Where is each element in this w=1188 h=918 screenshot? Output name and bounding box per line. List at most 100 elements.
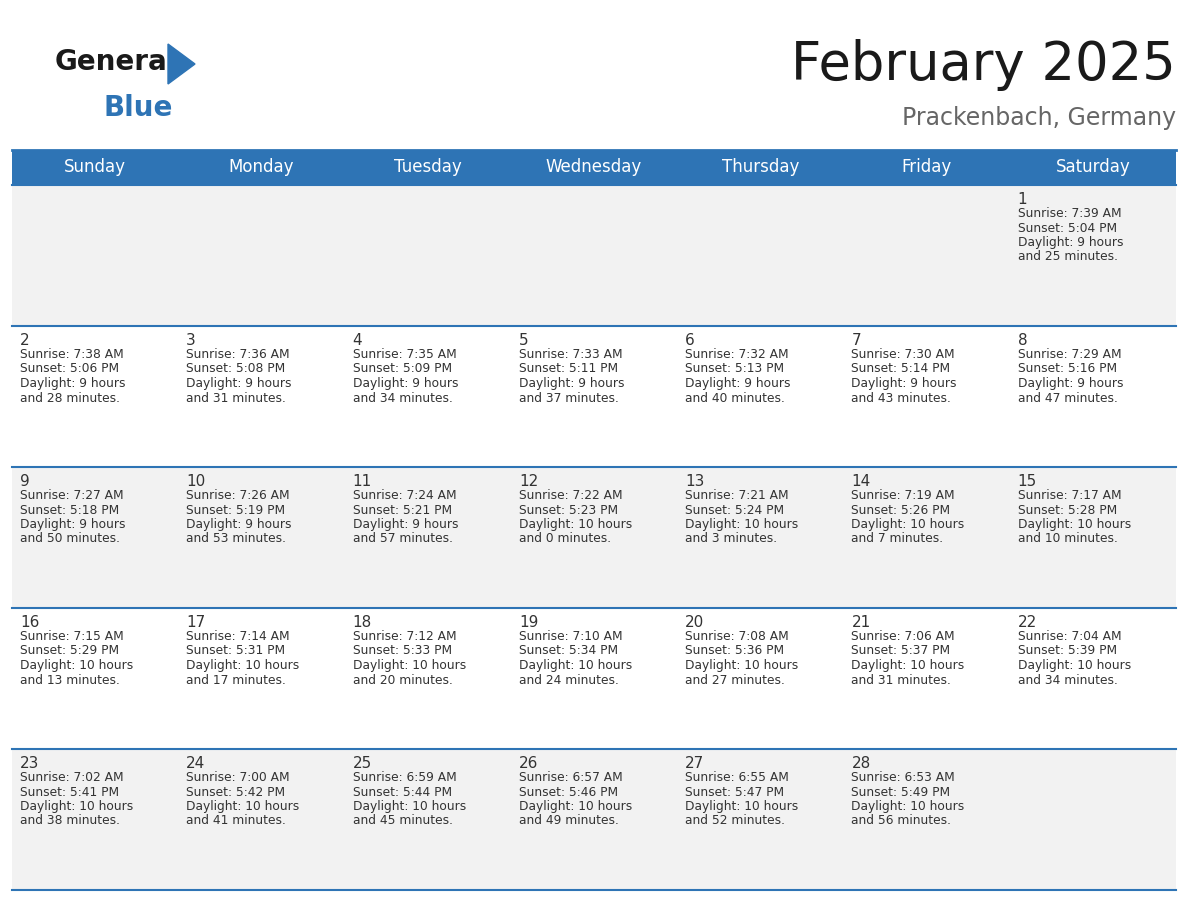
- Text: Daylight: 10 hours: Daylight: 10 hours: [852, 659, 965, 672]
- Text: Sunset: 5:26 PM: Sunset: 5:26 PM: [852, 503, 950, 517]
- Text: and 41 minutes.: and 41 minutes.: [187, 814, 286, 827]
- Text: 25: 25: [353, 756, 372, 771]
- Bar: [1010, 749, 1176, 890]
- Bar: [677, 185, 843, 326]
- Text: Sunrise: 6:53 AM: Sunrise: 6:53 AM: [852, 771, 955, 784]
- Bar: [843, 608, 1010, 749]
- Text: Sunday: Sunday: [64, 159, 126, 176]
- Text: Sunrise: 7:33 AM: Sunrise: 7:33 AM: [519, 348, 623, 361]
- Text: 23: 23: [20, 756, 39, 771]
- Text: and 20 minutes.: and 20 minutes.: [353, 674, 453, 687]
- Text: and 25 minutes.: and 25 minutes.: [1018, 251, 1118, 263]
- Text: Sunset: 5:04 PM: Sunset: 5:04 PM: [1018, 221, 1117, 234]
- Text: Daylight: 10 hours: Daylight: 10 hours: [852, 800, 965, 813]
- Bar: [345, 326, 511, 467]
- Text: 10: 10: [187, 474, 206, 489]
- Text: and 56 minutes.: and 56 minutes.: [852, 814, 952, 827]
- Bar: [1010, 150, 1176, 185]
- Text: Daylight: 9 hours: Daylight: 9 hours: [20, 377, 126, 390]
- Text: Sunset: 5:29 PM: Sunset: 5:29 PM: [20, 644, 119, 657]
- Text: Sunrise: 7:27 AM: Sunrise: 7:27 AM: [20, 489, 124, 502]
- Text: Sunset: 5:16 PM: Sunset: 5:16 PM: [1018, 363, 1117, 375]
- Text: and 3 minutes.: and 3 minutes.: [685, 532, 777, 545]
- Text: 13: 13: [685, 474, 704, 489]
- Text: Sunset: 5:36 PM: Sunset: 5:36 PM: [685, 644, 784, 657]
- Bar: [178, 608, 345, 749]
- Text: Sunrise: 7:32 AM: Sunrise: 7:32 AM: [685, 348, 789, 361]
- Text: Daylight: 10 hours: Daylight: 10 hours: [187, 659, 299, 672]
- Text: and 47 minutes.: and 47 minutes.: [1018, 391, 1118, 405]
- Bar: [12, 608, 178, 749]
- Text: Sunset: 5:24 PM: Sunset: 5:24 PM: [685, 503, 784, 517]
- Text: Sunrise: 7:19 AM: Sunrise: 7:19 AM: [852, 489, 955, 502]
- Text: 15: 15: [1018, 474, 1037, 489]
- Bar: [345, 150, 511, 185]
- Text: Sunset: 5:14 PM: Sunset: 5:14 PM: [852, 363, 950, 375]
- Text: and 24 minutes.: and 24 minutes.: [519, 674, 619, 687]
- Text: and 49 minutes.: and 49 minutes.: [519, 814, 619, 827]
- Text: Sunset: 5:06 PM: Sunset: 5:06 PM: [20, 363, 119, 375]
- Bar: [178, 467, 345, 608]
- Text: Prackenbach, Germany: Prackenbach, Germany: [902, 106, 1176, 130]
- Bar: [511, 150, 677, 185]
- Text: Sunset: 5:11 PM: Sunset: 5:11 PM: [519, 363, 618, 375]
- Text: Sunset: 5:28 PM: Sunset: 5:28 PM: [1018, 503, 1117, 517]
- Text: 22: 22: [1018, 615, 1037, 630]
- Text: Sunset: 5:47 PM: Sunset: 5:47 PM: [685, 786, 784, 799]
- Text: Sunrise: 7:02 AM: Sunrise: 7:02 AM: [20, 771, 124, 784]
- Text: 17: 17: [187, 615, 206, 630]
- Text: Sunset: 5:33 PM: Sunset: 5:33 PM: [353, 644, 451, 657]
- Text: Sunrise: 7:39 AM: Sunrise: 7:39 AM: [1018, 207, 1121, 220]
- Text: and 28 minutes.: and 28 minutes.: [20, 391, 120, 405]
- Text: 27: 27: [685, 756, 704, 771]
- Bar: [677, 150, 843, 185]
- Text: 21: 21: [852, 615, 871, 630]
- Text: 11: 11: [353, 474, 372, 489]
- Text: Friday: Friday: [902, 159, 952, 176]
- Text: Sunset: 5:09 PM: Sunset: 5:09 PM: [353, 363, 451, 375]
- Text: 5: 5: [519, 333, 529, 348]
- Text: and 43 minutes.: and 43 minutes.: [852, 391, 952, 405]
- Text: Sunrise: 7:00 AM: Sunrise: 7:00 AM: [187, 771, 290, 784]
- Text: Sunset: 5:21 PM: Sunset: 5:21 PM: [353, 503, 451, 517]
- Text: Daylight: 10 hours: Daylight: 10 hours: [187, 800, 299, 813]
- Text: Sunrise: 7:24 AM: Sunrise: 7:24 AM: [353, 489, 456, 502]
- Text: Daylight: 9 hours: Daylight: 9 hours: [20, 518, 126, 531]
- Text: Sunrise: 7:08 AM: Sunrise: 7:08 AM: [685, 630, 789, 643]
- Text: Daylight: 9 hours: Daylight: 9 hours: [187, 518, 292, 531]
- Bar: [677, 608, 843, 749]
- Text: and 13 minutes.: and 13 minutes.: [20, 674, 120, 687]
- Text: Daylight: 9 hours: Daylight: 9 hours: [187, 377, 292, 390]
- Bar: [511, 185, 677, 326]
- Text: Sunrise: 7:14 AM: Sunrise: 7:14 AM: [187, 630, 290, 643]
- Text: Daylight: 10 hours: Daylight: 10 hours: [852, 518, 965, 531]
- Text: Sunset: 5:46 PM: Sunset: 5:46 PM: [519, 786, 618, 799]
- Text: Daylight: 9 hours: Daylight: 9 hours: [353, 518, 459, 531]
- Bar: [843, 467, 1010, 608]
- Text: Daylight: 10 hours: Daylight: 10 hours: [685, 518, 798, 531]
- Text: 28: 28: [852, 756, 871, 771]
- Bar: [511, 467, 677, 608]
- Bar: [843, 185, 1010, 326]
- Text: Sunrise: 6:57 AM: Sunrise: 6:57 AM: [519, 771, 623, 784]
- Text: Daylight: 10 hours: Daylight: 10 hours: [519, 800, 632, 813]
- Text: 2: 2: [20, 333, 30, 348]
- Bar: [511, 749, 677, 890]
- Text: 8: 8: [1018, 333, 1028, 348]
- Bar: [345, 185, 511, 326]
- Text: Sunset: 5:41 PM: Sunset: 5:41 PM: [20, 786, 119, 799]
- Text: 24: 24: [187, 756, 206, 771]
- Text: and 7 minutes.: and 7 minutes.: [852, 532, 943, 545]
- Text: and 38 minutes.: and 38 minutes.: [20, 814, 120, 827]
- Text: Sunrise: 6:55 AM: Sunrise: 6:55 AM: [685, 771, 789, 784]
- Bar: [12, 185, 178, 326]
- Text: Daylight: 9 hours: Daylight: 9 hours: [685, 377, 791, 390]
- Text: Sunrise: 7:29 AM: Sunrise: 7:29 AM: [1018, 348, 1121, 361]
- Text: Sunrise: 7:22 AM: Sunrise: 7:22 AM: [519, 489, 623, 502]
- Text: Daylight: 10 hours: Daylight: 10 hours: [1018, 518, 1131, 531]
- Text: Sunset: 5:42 PM: Sunset: 5:42 PM: [187, 786, 285, 799]
- Text: Sunrise: 7:12 AM: Sunrise: 7:12 AM: [353, 630, 456, 643]
- Bar: [178, 185, 345, 326]
- Text: and 0 minutes.: and 0 minutes.: [519, 532, 611, 545]
- Text: Sunrise: 7:30 AM: Sunrise: 7:30 AM: [852, 348, 955, 361]
